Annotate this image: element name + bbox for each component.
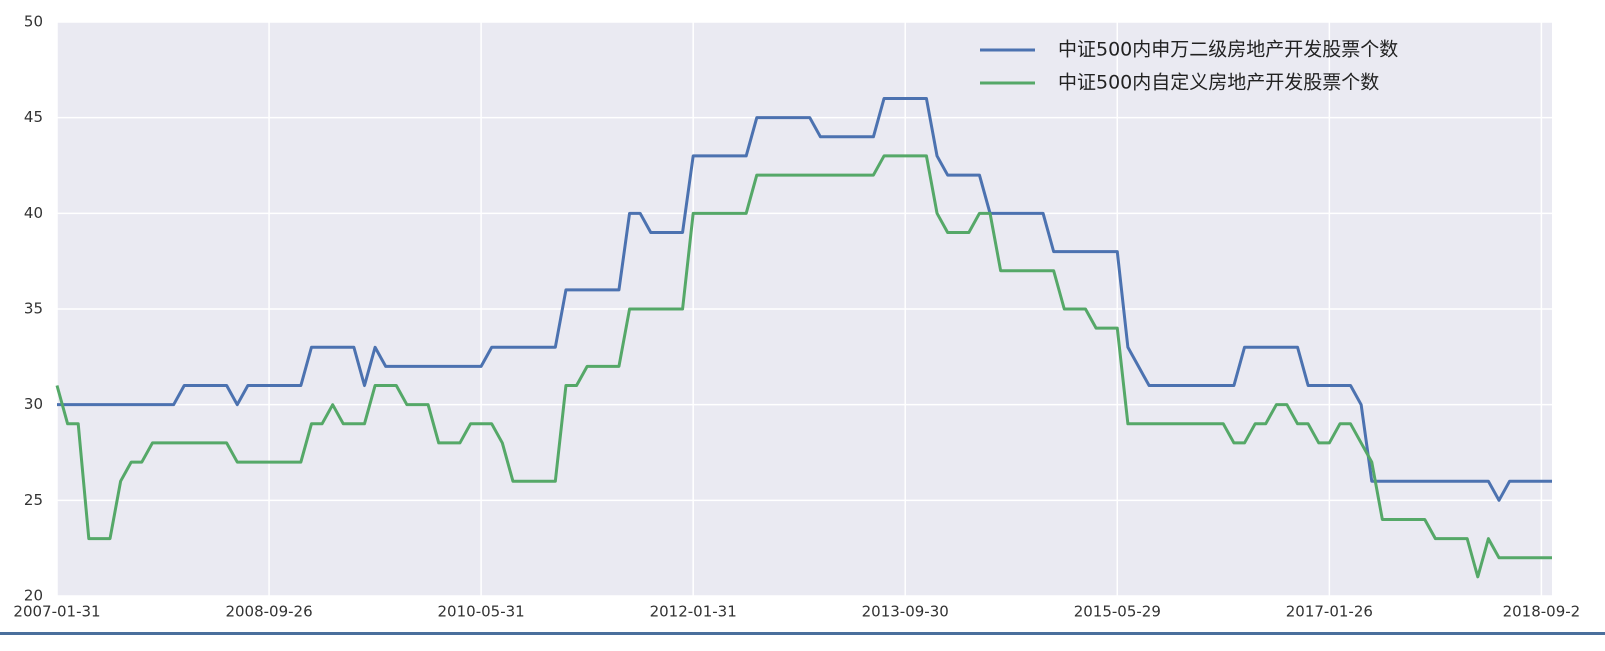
x-tick-label: 2008-09-26 bbox=[225, 603, 312, 621]
x-tick-label: 2018-09-2 bbox=[1503, 603, 1581, 621]
bottom-bar bbox=[0, 632, 1605, 635]
y-tick-label: 45 bbox=[24, 108, 43, 126]
y-tick-label: 50 bbox=[24, 13, 43, 31]
legend-label: 中证500内自定义房地产开发股票个数 bbox=[1058, 72, 1379, 94]
y-tick-label: 35 bbox=[24, 300, 43, 318]
line bbox=[55, 154, 1552, 579]
y-tick-label: 30 bbox=[24, 395, 43, 413]
x-tick-label: 2017-01-26 bbox=[1286, 603, 1373, 621]
y-tick-label: 25 bbox=[24, 491, 43, 509]
legend-label: 中证500内申万二级房地产开发股票个数 bbox=[1058, 39, 1398, 61]
x-tick-label: 2010-05-31 bbox=[438, 603, 525, 621]
x-tick-label: 2013-09-30 bbox=[862, 603, 949, 621]
y-tick-label: 20 bbox=[24, 587, 43, 605]
x-tick-label: 2012-01-31 bbox=[650, 603, 737, 621]
x-tick-label: 2015-05-29 bbox=[1074, 603, 1161, 621]
x-tick-label: 2007-01-31 bbox=[13, 603, 100, 621]
y-tick-label: 40 bbox=[24, 204, 43, 222]
line bbox=[57, 97, 1552, 502]
